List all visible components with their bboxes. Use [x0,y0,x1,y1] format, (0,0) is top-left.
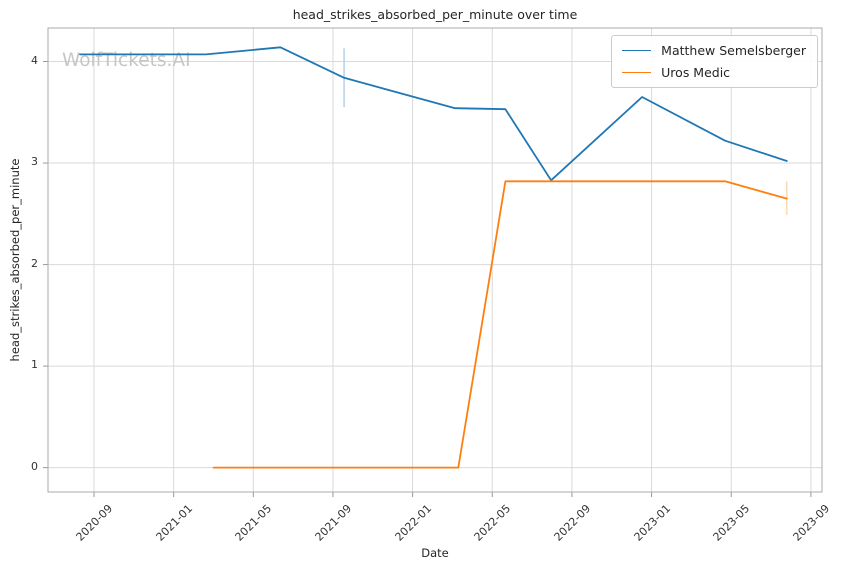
legend: Matthew Semelsberger Uros Medic [611,35,818,88]
legend-label: Matthew Semelsberger [661,43,806,58]
plot-border [47,27,823,493]
legend-item-matthew-semelsberger: Matthew Semelsberger [622,43,806,58]
legend-item-uros-medic: Uros Medic [622,65,806,80]
legend-swatch-line [622,72,652,73]
legend-swatch-line [622,50,652,51]
legend-label: Uros Medic [661,65,731,80]
series-line-matthew-semelsberger [79,46,788,182]
watermark: WolfTickets.AI [62,50,191,71]
series-line-uros-medic [212,180,788,469]
